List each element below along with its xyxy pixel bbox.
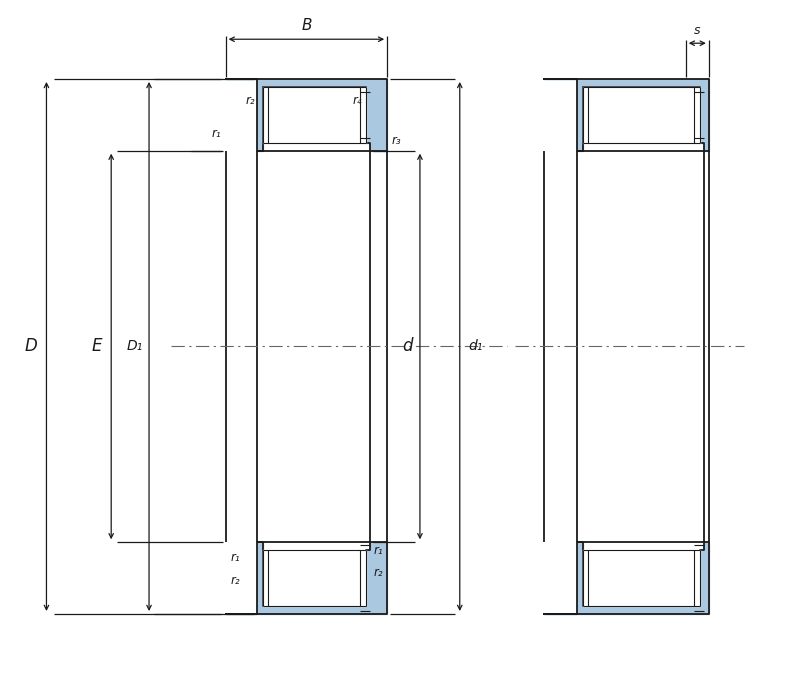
Polygon shape: [545, 542, 709, 614]
Polygon shape: [545, 79, 709, 150]
Text: r₂: r₂: [373, 566, 383, 579]
Text: r₁: r₁: [211, 127, 221, 140]
Polygon shape: [583, 550, 700, 606]
Text: r₂: r₂: [245, 94, 255, 107]
Polygon shape: [583, 87, 700, 143]
Text: D: D: [24, 337, 37, 356]
Polygon shape: [226, 79, 387, 150]
Polygon shape: [226, 542, 387, 614]
Text: E: E: [92, 337, 102, 356]
Text: d: d: [403, 337, 413, 356]
Text: r₁: r₁: [231, 551, 240, 564]
Text: r₃: r₃: [392, 134, 402, 147]
Text: D₁: D₁: [127, 339, 143, 354]
Polygon shape: [262, 87, 366, 143]
Text: s: s: [694, 24, 700, 37]
Text: B: B: [301, 18, 312, 33]
Text: r₄: r₄: [352, 94, 362, 107]
Text: r₁: r₁: [373, 544, 383, 557]
Text: r₂: r₂: [231, 573, 240, 586]
Text: d₁: d₁: [469, 339, 483, 354]
Polygon shape: [262, 550, 366, 606]
